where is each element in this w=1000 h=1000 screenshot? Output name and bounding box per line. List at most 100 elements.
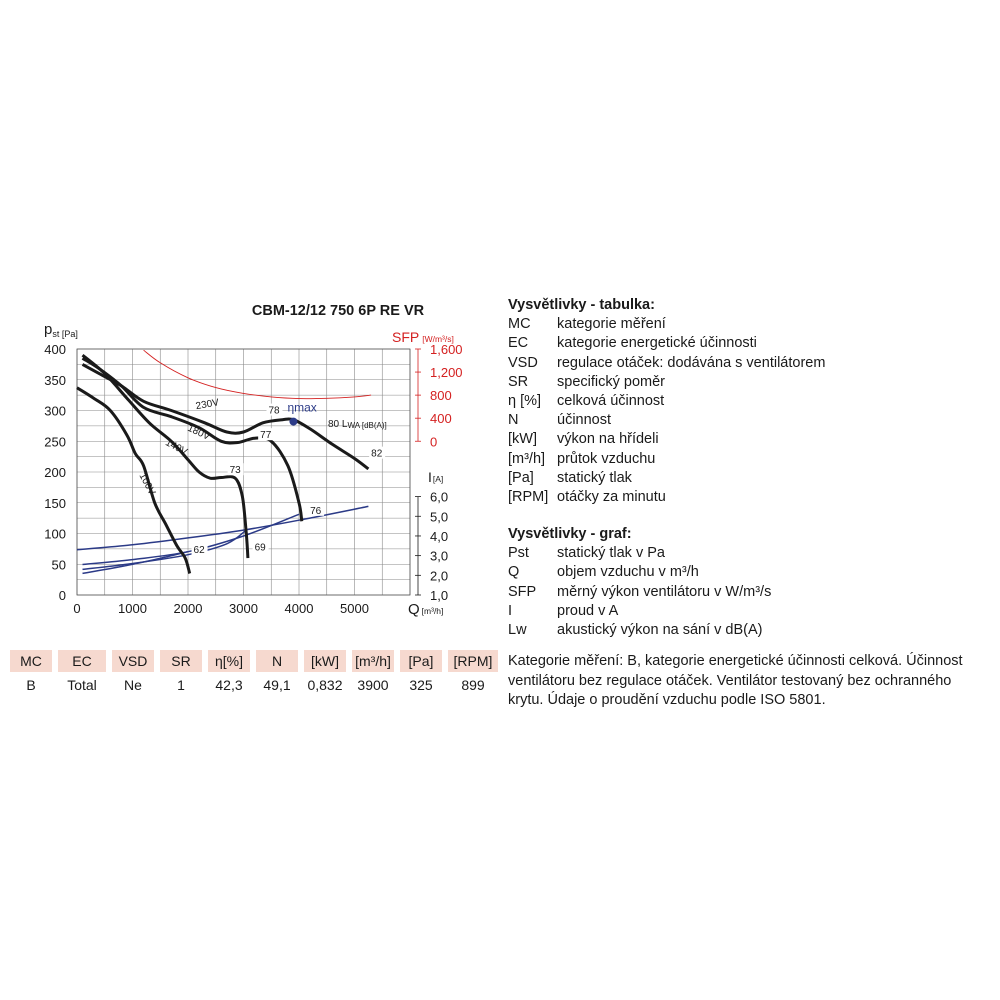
table-header-cell: MC [10, 650, 52, 672]
x-tick-label: 3000 [229, 601, 258, 616]
pressure-curve [81, 356, 304, 522]
x-tick-label: 2000 [174, 601, 203, 616]
spec-table: MC EC VSD SR η[%] N [kW] [m³/h] [Pa] [RPM] B Total… [10, 650, 498, 698]
table-header-cell: η[%] [208, 650, 250, 672]
current-axis-label-main: I [428, 469, 432, 485]
lwa-note-sub: WA [dB(A)] [347, 421, 386, 430]
x-axis-label-main: Q [408, 601, 420, 618]
current-curve [82, 550, 189, 575]
table-cell-separator [346, 672, 352, 698]
chart-labels: CBM-12/12 750 6P RE VR230V180V140V100V78… [137, 303, 425, 556]
legend-key: Q [508, 564, 520, 581]
table-header-separator [250, 650, 256, 672]
legend-row: [Pa] statický tlak [508, 469, 825, 488]
legend-key: MC [508, 316, 531, 333]
table-header-cell: N [256, 650, 298, 672]
current-curve [76, 505, 369, 551]
lwa-label: 76 [310, 506, 322, 517]
current-curve-group [76, 505, 369, 575]
lwa-label-bg [266, 403, 283, 416]
legend-value: průtok vzduchu [557, 450, 656, 467]
legend-row: [RPM] otáčky za minutu [508, 488, 825, 507]
legend-row: η [%] celková účinnost [508, 392, 825, 411]
graph-legend: Vysvětlivky - graf: Pst statický tlak v P… [508, 525, 771, 640]
table-cell: 3900 [357, 677, 389, 693]
table-cell-separator [394, 672, 400, 698]
table-cell: Total [67, 677, 97, 693]
table-header-cell: [m³/h] [352, 650, 394, 672]
legend-value: měrný výkon ventilátoru v W/m³/s [557, 583, 772, 600]
y-tick-label: 250 [44, 434, 66, 449]
table-cell-separator [106, 672, 112, 698]
y-axis-label-sub: st [Pa] [52, 329, 78, 339]
chart-grid [76, 348, 411, 596]
table-cell: Ne [124, 677, 142, 693]
lwa-label-bg [258, 428, 275, 441]
table-header-separator [106, 650, 112, 672]
table-cell-separator [298, 672, 304, 698]
current-tick-label: 3,0 [430, 549, 448, 564]
table-header-cell: SR [160, 650, 202, 672]
legend-key: Lw [508, 622, 527, 639]
voltage-label: 140V [163, 437, 189, 458]
sfp-axis-label-unit: [W/m³/s] [422, 334, 454, 344]
legend-value: statický tlak v Pa [557, 545, 665, 562]
legend-row: MC kategorie měření [508, 315, 825, 334]
sfp-axis-label: SFP [W/m³/s] [392, 329, 454, 345]
sfp-tick-label: 1,200 [430, 365, 463, 380]
table-cell-separator [154, 672, 160, 698]
y-tick-label: 200 [44, 465, 66, 480]
table-header-separator [202, 650, 208, 672]
y-axis-label: pst [Pa] [44, 321, 78, 339]
sfp-tick-label: 0 [430, 434, 437, 449]
measurement-note: Kategorie měření: B, kategorie energetic… [508, 653, 963, 708]
legend-value: celková účinnost [557, 393, 665, 410]
legend-key: EC [508, 335, 529, 352]
current-tick-label: 4,0 [430, 529, 448, 544]
table-cell: 1 [177, 677, 185, 693]
lwa-label: 73 [230, 465, 242, 476]
legend-value: kategorie měření [557, 316, 666, 333]
y-tick-label: 50 [52, 557, 66, 572]
legend-value: specifický poměr [557, 373, 665, 390]
table-header-cell: [kW] [304, 650, 346, 672]
current-tick-label: 1,0 [430, 588, 448, 603]
table-header-separator [154, 650, 160, 672]
table-cell-separator [202, 672, 208, 698]
table-cell-separator [250, 672, 256, 698]
x-axis-label-unit: [m³/h] [422, 606, 444, 616]
table-cell: 899 [461, 677, 485, 693]
legend-row: SR specifický poměr [508, 373, 825, 392]
voltage-label: 100V [137, 471, 158, 497]
table-header-cell: VSD [112, 650, 154, 672]
legend-row: EC kategorie energetické účinnosti [508, 334, 825, 353]
legend-key: N [508, 412, 519, 429]
sfp-curve [143, 349, 372, 400]
legend-value: kategorie energetické účinnosti [557, 335, 757, 352]
lwa-note: 80 LWA [dB(A)] [328, 419, 387, 430]
x-axis-label: Q [m³/h] [408, 601, 443, 618]
y-tick-label: 150 [44, 496, 66, 511]
legend-key: [Pa] [508, 469, 534, 486]
lwa-label: 69 [255, 543, 267, 554]
pressure-curve-group [76, 354, 370, 574]
lwa-label: 62 [194, 545, 206, 556]
legend-key: SFP [508, 583, 537, 600]
lwa-label-bg [308, 503, 325, 516]
chart-title: CBM-12/12 750 6P RE VR [252, 303, 425, 319]
table-cell: 42,3 [215, 677, 243, 693]
legend-key: VSD [508, 354, 538, 371]
y-tick-label: 0 [59, 588, 66, 603]
table-legend-list: MC kategorie měření EC kategorie energetick… [508, 315, 825, 507]
legend-key: [RPM] [508, 489, 549, 506]
legend-value: výkon na hřídeli [557, 431, 659, 448]
legend-value: objem vzduchu v m³/h [557, 564, 699, 581]
legend-value: účinnost [557, 412, 612, 429]
y-tick-label: 350 [44, 373, 66, 388]
legend-row: Pst statický tlak v Pa [508, 544, 771, 563]
pressure-curve [81, 363, 370, 471]
table-header-separator [298, 650, 304, 672]
voltage-label: 230V [195, 397, 220, 412]
current-curve [82, 513, 300, 566]
lwa-label: 77 [260, 430, 272, 441]
